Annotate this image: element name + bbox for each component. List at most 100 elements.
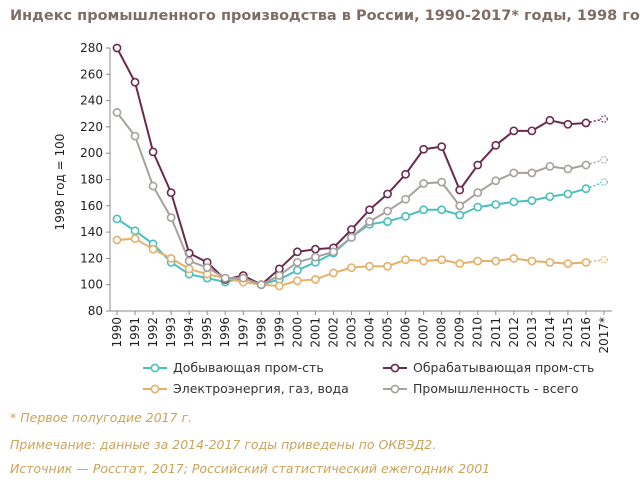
data-point bbox=[600, 255, 608, 264]
data-point bbox=[292, 257, 302, 267]
data-point bbox=[112, 43, 122, 53]
data-point bbox=[545, 192, 555, 201]
data-point bbox=[274, 271, 284, 280]
x-tick-label: 2010 bbox=[471, 317, 485, 348]
data-point bbox=[491, 176, 501, 186]
data-point bbox=[581, 184, 591, 194]
data-point bbox=[437, 142, 447, 152]
x-tick-label: 2008 bbox=[435, 317, 449, 348]
x-tick-label: 2002 bbox=[326, 317, 340, 348]
data-point bbox=[419, 144, 429, 154]
data-point bbox=[491, 200, 501, 209]
data-point bbox=[383, 261, 392, 271]
legend-label: Добывающая пром-сть bbox=[173, 360, 324, 375]
data-point bbox=[545, 115, 555, 125]
data-point bbox=[166, 213, 176, 223]
data-point bbox=[491, 140, 501, 150]
footnote-note: Примечание: данные за 2014-2017 годы при… bbox=[10, 437, 437, 452]
x-tick-label: 1990 bbox=[110, 317, 124, 348]
data-point bbox=[437, 177, 447, 187]
data-point bbox=[437, 205, 447, 215]
series-line-estimate bbox=[585, 159, 605, 166]
y-tick-label: 140 bbox=[80, 225, 103, 239]
data-point bbox=[509, 126, 519, 136]
data-point bbox=[202, 263, 212, 273]
data-point bbox=[600, 155, 608, 164]
x-tick-label: 2001 bbox=[308, 317, 322, 348]
data-point bbox=[563, 164, 573, 174]
series-2 bbox=[112, 43, 608, 290]
x-tick-label: 1992 bbox=[146, 317, 160, 348]
y-axis: 80 100 120 140 160 180 200 220 240 260 280 bbox=[80, 41, 111, 318]
x-tick-label: 1994 bbox=[182, 317, 196, 348]
data-point bbox=[600, 115, 608, 123]
data-point bbox=[563, 119, 573, 129]
data-point bbox=[347, 263, 356, 273]
data-point bbox=[600, 178, 608, 186]
y-tick-label: 240 bbox=[80, 94, 103, 108]
x-tick-label: 1993 bbox=[164, 317, 178, 348]
legend-swatch bbox=[383, 363, 407, 372]
data-point bbox=[148, 147, 158, 157]
legend-label: Промышленность - всего bbox=[413, 381, 579, 396]
data-point bbox=[455, 259, 465, 269]
data-point bbox=[527, 196, 537, 205]
data-point bbox=[437, 255, 447, 265]
data-point bbox=[130, 77, 140, 87]
x-tick-label: 2014 bbox=[543, 317, 557, 348]
data-point bbox=[311, 244, 320, 254]
data-point bbox=[401, 169, 410, 179]
x-tick-label: 2003 bbox=[344, 317, 358, 348]
x-tick-label: 1991 bbox=[128, 317, 142, 348]
data-point bbox=[112, 235, 122, 245]
footnote-source: Источник — Росстат, 2017; Российский ста… bbox=[10, 461, 491, 476]
data-point bbox=[292, 265, 302, 275]
data-point bbox=[383, 189, 392, 199]
data-point bbox=[455, 185, 465, 195]
data-point bbox=[401, 211, 410, 221]
x-tick-label: 2005 bbox=[381, 317, 395, 348]
x-tick-label: 2015 bbox=[561, 317, 575, 348]
data-point bbox=[563, 259, 573, 269]
x-axis: 1990 1991 1992 1993 1994 1995 1996 1997 1998 1999… bbox=[110, 310, 612, 354]
data-point bbox=[329, 268, 338, 278]
data-point bbox=[347, 225, 356, 234]
data-point bbox=[274, 281, 284, 291]
x-tick-label: 1998 bbox=[254, 317, 268, 348]
data-point bbox=[509, 197, 519, 207]
legend-swatch bbox=[143, 363, 167, 372]
y-tick-label: 100 bbox=[80, 278, 103, 292]
data-point bbox=[148, 244, 158, 254]
data-point bbox=[383, 217, 392, 226]
data-point bbox=[545, 257, 555, 267]
data-point bbox=[311, 252, 320, 262]
legend-label: Обрабатывающая пром-сть bbox=[413, 360, 595, 375]
data-point bbox=[347, 232, 356, 242]
x-tick-label: 2007 bbox=[417, 317, 431, 348]
data-point bbox=[527, 126, 537, 136]
chart-title: Индекс промышленного производства в Росс… bbox=[10, 8, 640, 24]
data-point bbox=[112, 108, 122, 117]
legend-swatch bbox=[143, 384, 167, 393]
legend-label: Электроэнергия, газ, вода bbox=[173, 381, 349, 396]
y-tick-label: 120 bbox=[80, 251, 103, 265]
data-point bbox=[473, 256, 483, 266]
data-point bbox=[419, 256, 429, 266]
x-tick-label: 2000 bbox=[290, 317, 304, 348]
y-axis-label: 1998 год = 100 bbox=[53, 133, 67, 231]
data-point bbox=[130, 226, 140, 236]
x-tick-label: 1999 bbox=[272, 317, 286, 348]
data-point bbox=[166, 253, 176, 263]
x-tick-label: 2012 bbox=[507, 317, 521, 348]
legend-item: Электроэнергия, газ, вода bbox=[142, 381, 349, 396]
data-point bbox=[383, 206, 392, 216]
legend-item: Обрабатывающая пром-сть bbox=[382, 360, 594, 375]
x-tick-label: 2011 bbox=[489, 317, 503, 348]
data-point bbox=[148, 181, 158, 191]
data-point bbox=[581, 257, 591, 267]
data-point bbox=[365, 205, 374, 215]
data-point bbox=[455, 201, 465, 211]
data-point bbox=[130, 234, 140, 244]
data-point bbox=[401, 255, 410, 265]
